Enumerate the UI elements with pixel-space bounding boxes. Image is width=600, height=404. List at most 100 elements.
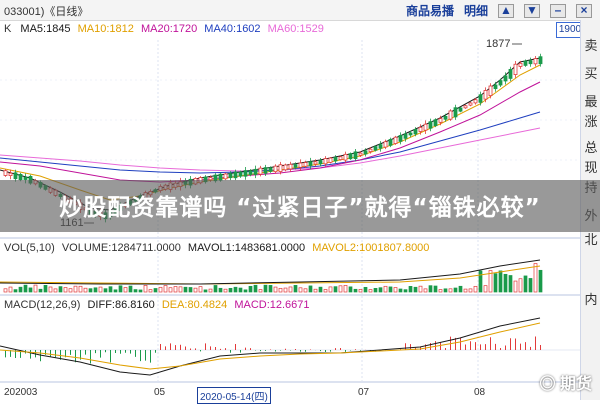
candle-body [378,144,383,149]
volume-bar [428,285,433,293]
volume-bar [53,288,58,293]
candle-body [388,139,393,146]
mavol2-line [0,265,541,285]
volume-bar [353,288,358,293]
candle-body [333,157,338,162]
macd-label: MACD(12,26,9) [4,299,81,311]
volume-bar [228,287,233,293]
diff-value: DIFF:86.8160 [87,299,155,311]
volume-bar [473,285,478,293]
candle-body [488,85,493,96]
candle-body [413,129,418,135]
scroll-down-button[interactable]: ▼ [524,3,540,18]
volume-bar [203,289,208,293]
volume-bar [458,285,463,293]
volume-bar [63,287,68,293]
minimize-button[interactable]: – [550,3,566,18]
volume-bar [258,289,263,293]
ma5-value: MA5:1845 [20,23,71,35]
volume-bar [3,288,8,293]
volume-bar [248,285,253,293]
candle-body [308,161,313,166]
volume-bar [438,289,443,293]
volume-bar [308,285,313,293]
side-tab-total[interactable]: 总 [584,140,598,155]
mavol1-value: MAVOL1:1483681.0000 [187,242,306,254]
volume-bar [518,278,523,293]
candle-body [393,136,398,144]
candle-body [448,110,453,120]
volume-bar [408,286,413,293]
candle-body [518,62,523,67]
close-button[interactable]: × [576,3,592,18]
candle-body [513,63,518,75]
volume-bar [138,289,143,293]
side-tab-north[interactable]: 北 [584,232,598,247]
candle-body [533,58,538,65]
volume-bar [168,287,173,293]
volume-bar [368,289,373,293]
ma40-value: MA40:1602 [204,23,261,35]
candle-body [18,173,23,181]
volume-bar [313,288,318,293]
candle-body [538,56,543,65]
volume-bar [493,273,498,293]
side-tab-rise[interactable]: 涨 [584,114,598,129]
volume-bar [508,275,513,293]
side-tab-sell[interactable]: 卖 [584,38,598,53]
candle-body [228,173,233,179]
candle-body [208,177,213,181]
mavol1-line [0,259,541,285]
candle-body [368,148,373,153]
candle-body [403,133,408,139]
menu-item-broadcast[interactable]: 商品易播 [405,4,454,18]
volume-bar [388,286,393,293]
candle-body [278,164,283,172]
volume-bar [193,287,198,293]
volume-bar [338,285,343,293]
candle-body [398,135,403,142]
volume-bar [288,286,293,293]
volume-bar [218,287,223,293]
volume-bar [223,288,228,293]
volume-bar [478,270,483,293]
volume-bar [213,285,218,293]
candle-body [223,173,228,180]
side-tab-latest[interactable]: 最 [584,94,598,109]
volume-bar [403,289,408,293]
volume-bar [528,278,533,293]
volume-bar [208,288,213,293]
volume-bar [58,286,63,293]
volume-bar [133,289,138,293]
menu-item-details[interactable]: 明细 [463,4,488,18]
volume-bar [13,289,18,293]
candle-body [373,146,378,151]
candle-body [13,172,18,180]
volume-bar [383,285,388,293]
volume-bar [358,289,363,293]
side-tab-current[interactable]: 现 [584,160,598,175]
volume-bar [263,284,268,293]
candle-body [258,167,263,175]
volume-bar [143,284,148,293]
candle-body [343,153,348,161]
volume-bar [233,286,238,293]
scroll-up-button[interactable]: ▲ [498,3,514,18]
volume-bar [178,286,183,293]
volume-bar [243,289,248,293]
volume-bar [88,288,93,293]
volume-bar [443,288,448,293]
candle-body [438,118,443,123]
candle-body [318,160,323,165]
ma-legend: K MA5:1845 MA10:1812 MA20:1720 MA40:1602… [4,23,324,35]
volume-bar [483,285,488,293]
volume-bar [468,288,473,293]
volume-bar [448,288,453,293]
volume-bar [323,289,328,293]
volume-bar [173,286,178,293]
candle-body [273,165,278,173]
side-tab-buy[interactable]: 买 [584,66,598,81]
side-tab-inner[interactable]: 内 [584,292,598,307]
volume-bar [23,284,28,293]
volume-bar [33,284,38,293]
